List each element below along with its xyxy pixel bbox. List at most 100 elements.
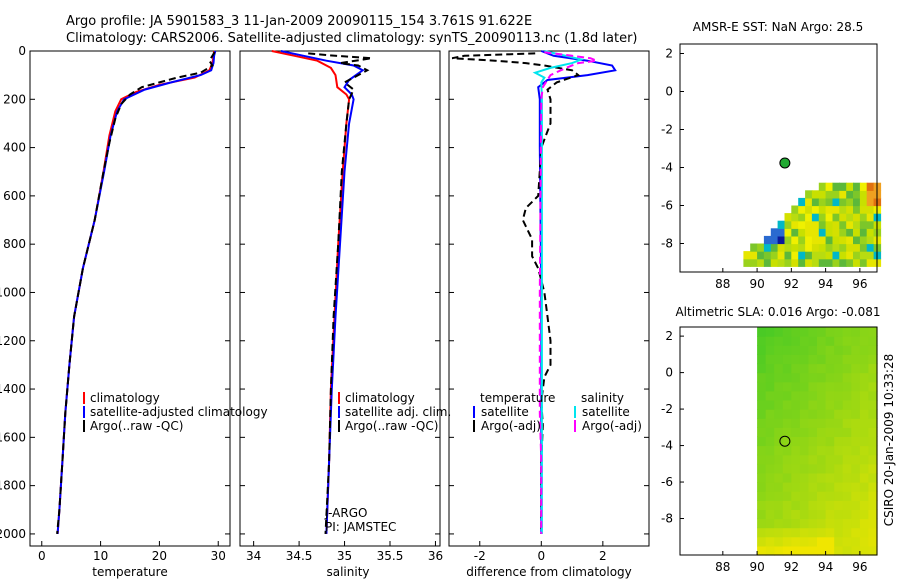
sla-cell — [825, 436, 835, 447]
sla-cell — [774, 372, 784, 383]
sla-cell — [782, 409, 792, 419]
sla-cell — [868, 345, 878, 355]
sst-cell — [811, 258, 820, 267]
sla-cell — [757, 327, 767, 337]
sla-cell — [851, 363, 861, 374]
sst-cell — [832, 197, 840, 207]
sla-cell — [799, 482, 810, 492]
sla-cell — [765, 327, 775, 337]
sla-cell — [825, 400, 835, 410]
sla-cell — [782, 527, 792, 538]
map-y-tick-label: -2 — [661, 402, 673, 416]
sst-cell — [743, 251, 751, 260]
sla-cell — [799, 472, 810, 483]
sla-cell — [851, 336, 861, 346]
sla-cell — [842, 363, 852, 374]
sst-cell — [846, 205, 854, 214]
sla-cell — [859, 381, 870, 392]
sla-cell — [851, 445, 861, 456]
sla-cell — [817, 527, 827, 538]
sla-cell — [774, 445, 784, 456]
sst-cell — [853, 258, 861, 267]
sla-cell — [799, 400, 810, 410]
sla-cell — [791, 418, 801, 428]
legend-satellite-adj: satellite adj. clim. — [345, 405, 451, 419]
sst-cell — [805, 243, 813, 252]
sla-cell — [782, 463, 792, 474]
x-tick-label: 30 — [211, 549, 226, 563]
sst-cell — [866, 182, 875, 191]
y-tick-label: 1400 — [0, 382, 26, 396]
sla-cell — [859, 545, 870, 556]
sla-cell — [834, 336, 844, 346]
sst-cell — [798, 251, 806, 260]
sla-cell — [791, 336, 801, 346]
sst-cell — [839, 213, 847, 222]
sla-cell — [774, 327, 784, 337]
sst-cell — [853, 205, 861, 214]
sst-cell — [866, 220, 875, 229]
sst-cell — [798, 197, 806, 207]
sla-cell — [817, 372, 827, 383]
sla-cell — [834, 518, 844, 529]
sla-cell — [842, 545, 852, 556]
sst-cell — [777, 258, 786, 267]
map-x-tick-label: 94 — [818, 560, 833, 574]
sla-cell — [825, 345, 835, 355]
sla-cell — [757, 509, 767, 520]
sla-cell — [774, 491, 784, 501]
sla-cell — [859, 536, 870, 547]
sla-cell — [808, 418, 818, 428]
sla-cell — [757, 454, 767, 465]
sst-cell — [859, 235, 868, 245]
sla-cell — [757, 427, 767, 437]
sla-cell — [868, 482, 878, 492]
map-y-tick-label: -4 — [661, 161, 673, 175]
sla-cell — [799, 454, 810, 465]
sla-cell — [851, 536, 861, 547]
sla-cell — [808, 327, 818, 337]
sst-cell — [791, 213, 799, 222]
series-line-argo-raw-qc- — [308, 52, 372, 534]
sla-cell — [851, 409, 861, 419]
sst-cell — [791, 220, 799, 229]
sst-cell — [805, 220, 813, 229]
sla-cell — [757, 336, 767, 346]
sla-cell — [842, 409, 852, 419]
sla-cell — [791, 454, 801, 465]
sst-cell — [832, 205, 840, 214]
sla-cell — [782, 536, 792, 547]
sst-cell — [743, 258, 751, 267]
sla-cell — [774, 509, 784, 520]
sla-cell — [859, 454, 870, 465]
sla-cell — [757, 518, 767, 529]
sla-cell — [842, 472, 852, 483]
sla-cell — [799, 390, 810, 401]
salinity-plot-frame — [239, 50, 441, 547]
sla-cell — [859, 363, 870, 374]
sst-cell — [832, 258, 840, 267]
sst-cell — [818, 197, 827, 207]
x-tick-label: 36 — [428, 549, 443, 563]
series-line-satellite-adjusted-climatology — [56, 50, 217, 534]
sst-cell — [818, 190, 827, 199]
sla-cell — [765, 390, 775, 401]
sla-cell — [851, 482, 861, 492]
sla-cell — [782, 545, 792, 556]
sla-cell — [842, 445, 852, 456]
sla-cell — [765, 363, 775, 374]
sla-cell — [757, 345, 767, 355]
sst-cell — [818, 235, 827, 245]
sla-cell — [765, 427, 775, 437]
sst-cell — [832, 251, 840, 260]
sla-cell — [791, 482, 801, 492]
sst-cell — [811, 213, 820, 222]
sla-cell — [799, 418, 810, 428]
sla-cell — [859, 491, 870, 501]
sla-cell — [791, 445, 801, 456]
sst-cell — [832, 228, 840, 237]
sst-cell — [859, 197, 868, 207]
sst-cell — [832, 213, 840, 222]
sla-cell — [851, 345, 861, 355]
sst-cell — [811, 205, 820, 214]
